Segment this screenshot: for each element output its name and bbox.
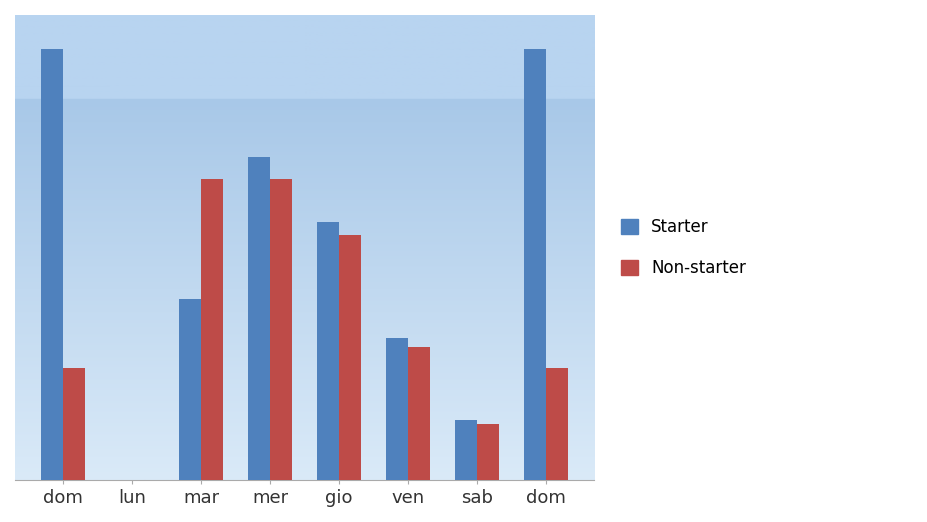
Bar <box>386 338 408 480</box>
Bar <box>338 234 361 480</box>
Bar <box>201 179 223 480</box>
Bar <box>476 424 499 480</box>
Bar <box>545 368 567 480</box>
Bar <box>179 299 201 480</box>
Bar <box>63 368 85 480</box>
Bar <box>248 157 270 480</box>
Bar <box>41 50 63 480</box>
Bar <box>454 420 476 480</box>
Bar <box>524 50 545 480</box>
Bar <box>408 347 430 480</box>
Bar <box>317 222 338 480</box>
Legend: Starter, Non-starter: Starter, Non-starter <box>614 211 752 284</box>
Bar <box>270 179 292 480</box>
